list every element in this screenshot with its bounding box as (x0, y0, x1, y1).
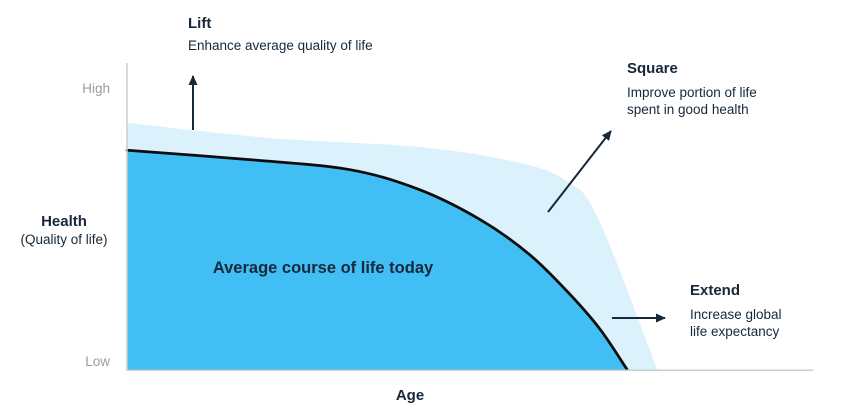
square-title: Square (627, 60, 678, 77)
current-life-curve (125, 148, 629, 371)
y-tick-low: Low (85, 354, 110, 369)
extend-title: Extend (690, 282, 741, 299)
current-area-label: Average course of life today (212, 259, 434, 277)
square-description-line1: Improve portion of life (627, 85, 757, 100)
square-description-line2: spent in good health (627, 102, 749, 117)
arrow-up-right-icon (547, 130, 612, 213)
lift-title: Lift (188, 15, 212, 32)
y-tick-high: High (82, 81, 110, 96)
annotation-lift: Lift Enhance average quality of life (188, 14, 373, 54)
y-axis-subtitle: (Quality of life) (20, 232, 108, 247)
extend-description-line2: life expectancy (690, 324, 780, 339)
y-axis-title: Health (41, 213, 87, 230)
extend-description-line1: Increase global (690, 307, 782, 322)
lift-description: Enhance average quality of life (188, 38, 373, 53)
x-axis-title: Age (395, 387, 425, 404)
current-life-area (127, 150, 628, 370)
annotation-extend: Extend Increase global life expectancy (690, 281, 782, 340)
annotation-square: Square Improve portion of life spent in … (627, 59, 757, 118)
y-axis-title-block: Health (Quality of life) (6, 213, 122, 248)
